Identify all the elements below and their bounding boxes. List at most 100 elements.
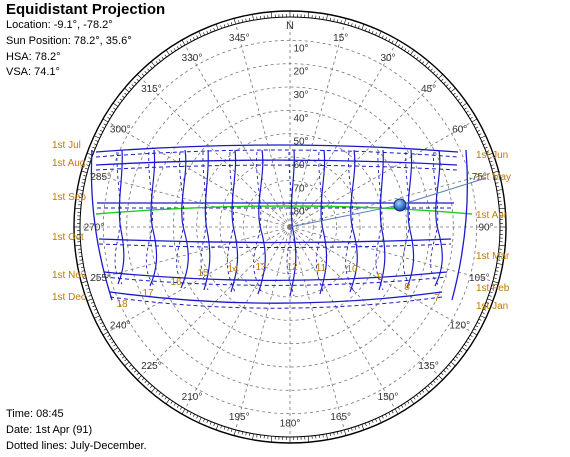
ring-tick bbox=[203, 32, 205, 36]
ring-tick bbox=[494, 273, 498, 276]
month-label-right: 1st Apr bbox=[476, 210, 508, 221]
azimuth-spoke bbox=[289, 172, 493, 228]
ring-tick bbox=[385, 413, 387, 417]
azimuth-label: 345° bbox=[229, 33, 250, 44]
ring-tick bbox=[141, 377, 145, 381]
azimuth-label: 105° bbox=[469, 273, 490, 284]
ring-tick bbox=[478, 318, 482, 321]
hour-label: 17 bbox=[142, 288, 154, 299]
ring-tick bbox=[308, 11, 310, 18]
hour-curve-dotted bbox=[345, 151, 355, 293]
date-curve-solid bbox=[98, 238, 452, 244]
altitude-label: 30° bbox=[293, 90, 308, 101]
ring-tick bbox=[85, 284, 89, 286]
ring-tick bbox=[81, 170, 88, 173]
ring-tick bbox=[88, 295, 92, 297]
ring-tick bbox=[170, 50, 173, 54]
ring-tick bbox=[496, 263, 503, 265]
ring-tick bbox=[407, 400, 410, 404]
ring-tick bbox=[189, 38, 192, 42]
month-label-right: 1st Jan bbox=[476, 301, 508, 312]
ring-tick bbox=[74, 245, 81, 247]
ring-tick bbox=[326, 433, 328, 440]
azimuth-label: 180° bbox=[280, 419, 301, 430]
ring-tick bbox=[378, 31, 382, 37]
azimuth-spoke bbox=[107, 121, 291, 228]
ring-tick bbox=[358, 425, 360, 429]
ring-tick bbox=[410, 398, 415, 405]
ring-tick bbox=[136, 372, 140, 376]
dotted-lines-note: Dotted lines: July-December. bbox=[6, 440, 147, 452]
azimuth-label: 15° bbox=[333, 33, 348, 44]
ring-tick bbox=[129, 364, 132, 367]
ring-tick bbox=[333, 432, 335, 436]
sun-marker bbox=[393, 198, 407, 212]
ring-tick bbox=[401, 404, 404, 408]
vsa-text: VSA: 74.1° bbox=[6, 66, 60, 78]
ring-tick bbox=[495, 270, 499, 272]
month-label-left: 1st Sep bbox=[52, 192, 86, 203]
date-curve-dotted bbox=[109, 296, 443, 309]
ring-tick bbox=[119, 353, 123, 356]
date-curve-solid bbox=[103, 271, 448, 282]
ring-tick bbox=[80, 266, 84, 268]
ring-tick bbox=[101, 126, 105, 129]
azimuth-label: 90° bbox=[478, 223, 493, 234]
ring-tick bbox=[147, 382, 150, 386]
hour-label: 16 bbox=[170, 277, 182, 288]
azimuth-spoke bbox=[289, 226, 396, 410]
ring-tick bbox=[344, 429, 347, 436]
ring-tick bbox=[86, 298, 93, 302]
ring-tick bbox=[270, 436, 272, 443]
ring-tick bbox=[494, 178, 498, 181]
ring-tick bbox=[445, 367, 449, 370]
ring-tick bbox=[480, 315, 486, 319]
ring-tick bbox=[463, 107, 467, 110]
ring-tick bbox=[416, 394, 419, 398]
azimuth-label: 45° bbox=[421, 84, 436, 95]
hour-curve bbox=[149, 149, 158, 287]
month-label-left: 1st Aug bbox=[52, 158, 85, 169]
ring-tick bbox=[109, 338, 113, 341]
ring-tick bbox=[490, 288, 494, 290]
ring-tick bbox=[206, 30, 209, 34]
ring-tick bbox=[388, 38, 391, 42]
ring-tick bbox=[481, 312, 485, 314]
ring-tick bbox=[102, 331, 109, 336]
azimuth-label: 300° bbox=[110, 125, 131, 136]
ring-tick bbox=[340, 430, 342, 434]
ring-tick bbox=[198, 31, 202, 37]
ring-tick bbox=[83, 277, 87, 279]
date-curve-solid bbox=[95, 159, 458, 166]
ring-tick bbox=[463, 344, 467, 347]
ring-tick bbox=[491, 284, 495, 286]
hour-curve bbox=[319, 149, 328, 295]
ring-tick bbox=[165, 398, 170, 405]
hour-curve bbox=[406, 149, 415, 289]
ring-tick bbox=[493, 277, 497, 279]
ring-tick bbox=[465, 341, 469, 344]
ring-tick bbox=[475, 126, 479, 129]
ring-tick bbox=[421, 390, 425, 393]
ring-tick bbox=[101, 325, 105, 328]
hour-curve-dotted bbox=[430, 151, 440, 287]
azimuth-spoke bbox=[289, 226, 439, 376]
ring-tick bbox=[499, 207, 506, 209]
ring-tick bbox=[193, 37, 195, 41]
ring-tick bbox=[455, 95, 459, 98]
ring-tick bbox=[131, 367, 135, 370]
ring-tick bbox=[336, 431, 339, 435]
ring-tick bbox=[227, 427, 229, 431]
ring-tick bbox=[231, 428, 233, 432]
ring-tick bbox=[92, 305, 96, 308]
ring-tick bbox=[111, 110, 115, 113]
ring-tick bbox=[368, 421, 371, 425]
hour-label: 15 bbox=[197, 268, 209, 279]
ring-tick bbox=[164, 396, 167, 400]
azimuth-label: 30° bbox=[380, 53, 395, 64]
month-label-right: 1st Jun bbox=[476, 150, 508, 161]
ring-tick bbox=[492, 170, 499, 173]
ring-tick bbox=[82, 273, 86, 276]
ring-tick bbox=[443, 81, 446, 84]
